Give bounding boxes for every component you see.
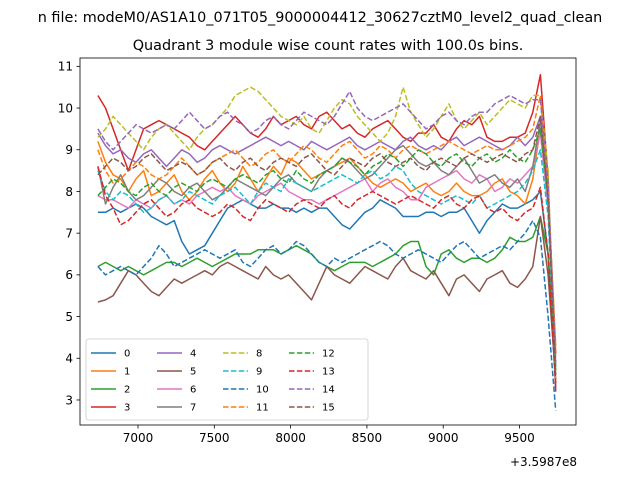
legend-label-8: 8 [256, 349, 262, 360]
series-line-7 [97, 119, 557, 355]
y-tick-label: 8 [65, 185, 73, 199]
y-tick-label: 5 [65, 310, 73, 324]
legend-label-1: 1 [124, 367, 130, 378]
series-line-15 [97, 115, 557, 376]
y-tick-label: 6 [65, 268, 73, 282]
x-tick-label: 8500 [352, 431, 383, 445]
legend-label-13: 13 [322, 367, 335, 378]
x-tick-label: 9000 [428, 431, 459, 445]
y-tick-label: 11 [58, 60, 73, 74]
series-line-9 [97, 149, 557, 376]
legend-label-6: 6 [190, 385, 196, 396]
legend-label-10: 10 [256, 385, 269, 396]
series-line-14 [97, 90, 557, 363]
legend-label-4: 4 [190, 349, 196, 360]
figure-suptitle: n file: modeM0/AS1A10_071T05_9000004412_… [38, 10, 603, 26]
legend-label-2: 2 [124, 385, 130, 396]
axes-frame [79, 57, 577, 426]
series-line-10 [97, 219, 557, 411]
legend-label-5: 5 [190, 367, 196, 378]
y-tick-label: 10 [58, 101, 73, 115]
series-line-0 [97, 190, 557, 388]
series-line-11 [97, 94, 557, 355]
y-tick-label: 3 [65, 393, 73, 407]
y-tick-label: 7 [65, 226, 73, 240]
plot-area [97, 73, 557, 411]
series-line-12 [97, 128, 557, 371]
legend-label-9: 9 [256, 367, 262, 378]
series-line-4 [97, 115, 557, 355]
legend-label-3: 3 [124, 403, 130, 414]
y-tick-label: 4 [65, 352, 73, 366]
legend-label-7: 7 [190, 403, 196, 414]
chart-title: Quadrant 3 module wise count rates with … [133, 38, 524, 54]
legend-label-11: 11 [256, 403, 269, 414]
legend-label-14: 14 [322, 385, 335, 396]
series-line-13 [97, 166, 557, 384]
y-tick-label: 9 [65, 143, 73, 157]
x-offset-text: +3.5987e8 [510, 455, 577, 469]
x-tick-label: 8000 [275, 431, 306, 445]
x-tick-label: 7500 [199, 431, 230, 445]
legend-box [85, 338, 369, 421]
x-tick-label: 7000 [123, 431, 154, 445]
legend-label-15: 15 [322, 403, 335, 414]
x-tick-label: 9500 [504, 431, 535, 445]
series-line-6 [97, 132, 557, 363]
legend-label-12: 12 [322, 349, 335, 360]
legend-label-0: 0 [124, 349, 130, 360]
